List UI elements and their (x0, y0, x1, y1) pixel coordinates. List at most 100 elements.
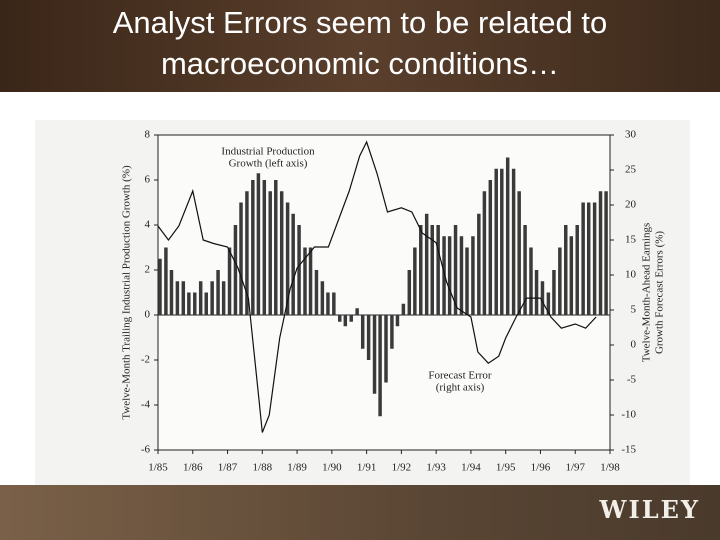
bar (390, 315, 394, 349)
x-tick-label: 1/86 (183, 462, 203, 474)
annotation: Forecast Error (428, 370, 492, 382)
bar (360, 315, 365, 349)
bar (500, 168, 504, 315)
x-tick-label: 1/92 (392, 462, 412, 474)
bar (395, 315, 400, 327)
bar (511, 168, 516, 315)
bar (552, 270, 556, 315)
y2-tick-label: 15 (625, 234, 637, 246)
y2-tick-label: 5 (631, 304, 637, 316)
bar (366, 315, 371, 360)
bar (239, 202, 243, 315)
y2-tick-label: 30 (625, 129, 637, 141)
bar (436, 225, 440, 315)
bar (245, 191, 249, 315)
bar (204, 292, 208, 315)
bar (320, 281, 325, 315)
bar (256, 173, 261, 315)
bar (251, 180, 255, 315)
logo: WILEY (599, 495, 700, 524)
bar (523, 225, 527, 315)
bar (285, 202, 290, 315)
y-tick-label: 6 (145, 174, 151, 186)
bar (187, 292, 191, 315)
bar (419, 225, 423, 315)
bar (459, 236, 464, 315)
bar (279, 191, 284, 315)
x-tick-label: 1/98 (600, 462, 620, 474)
bar (413, 247, 417, 315)
footer-band: WILEY (0, 485, 720, 540)
bar (332, 292, 336, 315)
bar (221, 281, 226, 315)
x-tick-label: 1/93 (426, 462, 446, 474)
bar (447, 236, 452, 315)
bar (164, 247, 168, 315)
bar (488, 180, 493, 315)
bar (581, 202, 585, 315)
bar (529, 247, 533, 315)
bar (181, 281, 186, 315)
bar (338, 315, 342, 322)
y2-tick-label: -10 (621, 409, 636, 421)
bar (575, 225, 579, 315)
bar (384, 315, 388, 383)
x-tick-label: 1/91 (357, 462, 377, 474)
bar (274, 180, 278, 315)
x-tick-label: 1/96 (531, 462, 551, 474)
bar (558, 247, 562, 315)
bar (349, 315, 353, 322)
x-tick-label: 1/95 (496, 462, 516, 474)
y-tick-label: 4 (145, 219, 151, 231)
y-axis-label: Twelve-Month Trailing Industrial Product… (121, 165, 133, 420)
bar (592, 202, 597, 315)
x-tick-label: 1/97 (565, 462, 585, 474)
bar (604, 191, 608, 315)
y2-tick-label: 0 (631, 339, 637, 351)
bar (477, 213, 481, 315)
slide-title: Analyst Errors seem to be related to mac… (112, 5, 608, 81)
y-tick-label: -2 (141, 354, 150, 366)
bar (517, 191, 521, 315)
chart: -6 -4 -2 0 2 4 6 8 -15 -10 -5 0 5 10 15 20 25 30 1/85 1/86 1… (35, 120, 690, 485)
bar (564, 225, 568, 315)
y-tick-label: -6 (141, 444, 151, 456)
bar (442, 236, 446, 315)
bar (297, 225, 301, 315)
bar (343, 315, 348, 327)
y-tick-label: 2 (145, 264, 151, 276)
y2-axis-label: Growth Forecast Errors (%) (654, 231, 666, 354)
y-tick-label: 0 (145, 309, 151, 321)
bar (291, 213, 295, 315)
y2-tick-label: -5 (627, 374, 637, 386)
bar (586, 202, 591, 315)
bar (216, 270, 220, 315)
annotation: Industrial Production (221, 146, 315, 158)
bar (453, 225, 458, 315)
bar (424, 213, 429, 315)
bar (372, 315, 377, 394)
y2-axis-label: Twelve-Month-Ahead Earnings (641, 223, 653, 362)
annotation: (right axis) (436, 382, 485, 394)
x-tick-label: 1/88 (253, 462, 273, 474)
bar (314, 270, 319, 315)
bar (569, 236, 574, 315)
bar (198, 281, 203, 315)
bar (534, 270, 539, 315)
bar (355, 308, 359, 315)
bar (308, 247, 313, 315)
bar (401, 303, 406, 315)
y-tick-label: 8 (145, 129, 151, 141)
bar (378, 315, 382, 417)
bar (482, 191, 487, 315)
bar (505, 157, 510, 315)
bar (262, 180, 267, 315)
bar (598, 191, 603, 315)
y2-tick-label: 20 (625, 199, 637, 211)
bar (193, 292, 197, 315)
line (157, 140, 597, 433)
bar (303, 247, 307, 315)
bar (169, 270, 174, 315)
bar (430, 225, 434, 315)
bar (407, 270, 412, 315)
